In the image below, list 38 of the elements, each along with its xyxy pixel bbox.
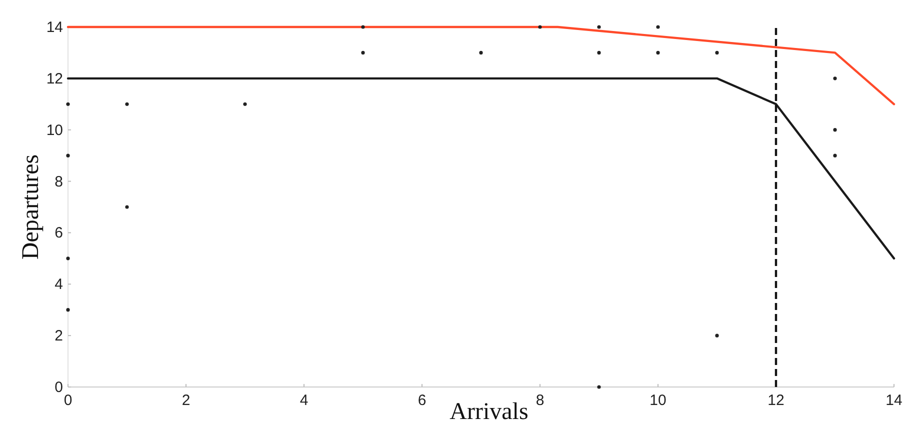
y-axis-title: Departures — [18, 154, 44, 260]
y-tick-label: 8 — [54, 173, 63, 190]
point — [66, 256, 70, 260]
y-tick-label: 0 — [54, 379, 63, 396]
y-tick-label: 10 — [46, 122, 63, 139]
point — [715, 334, 719, 338]
x-tick-label: 10 — [650, 392, 666, 409]
point — [656, 50, 660, 55]
y-tick-label: 14 — [46, 19, 63, 36]
point — [597, 50, 601, 55]
point — [66, 154, 70, 158]
point — [833, 154, 837, 158]
point — [656, 25, 660, 29]
point — [125, 102, 129, 106]
point — [361, 50, 365, 55]
point — [66, 308, 70, 312]
y-tick-label: 4 — [54, 276, 63, 294]
x-tick-label: 12 — [768, 392, 784, 409]
y-tick-label: 6 — [54, 224, 63, 242]
point — [361, 25, 365, 29]
point — [66, 102, 70, 106]
x-tick-label: 2 — [182, 392, 190, 409]
x-tick-label: 4 — [300, 392, 308, 409]
point — [243, 102, 247, 106]
point — [715, 50, 719, 55]
point — [833, 128, 837, 132]
y-tick-label: 2 — [54, 328, 63, 345]
point — [833, 76, 837, 80]
y-tick-label: 12 — [46, 70, 63, 88]
x-tick-label: 6 — [418, 392, 426, 409]
x-axis-title: Arrivals — [450, 399, 528, 423]
point — [538, 25, 542, 29]
point — [479, 50, 483, 55]
point — [125, 205, 129, 209]
x-tick-label: 8 — [536, 392, 544, 409]
point — [597, 385, 601, 389]
point — [597, 25, 601, 29]
x-tick-label: 14 — [886, 392, 902, 409]
